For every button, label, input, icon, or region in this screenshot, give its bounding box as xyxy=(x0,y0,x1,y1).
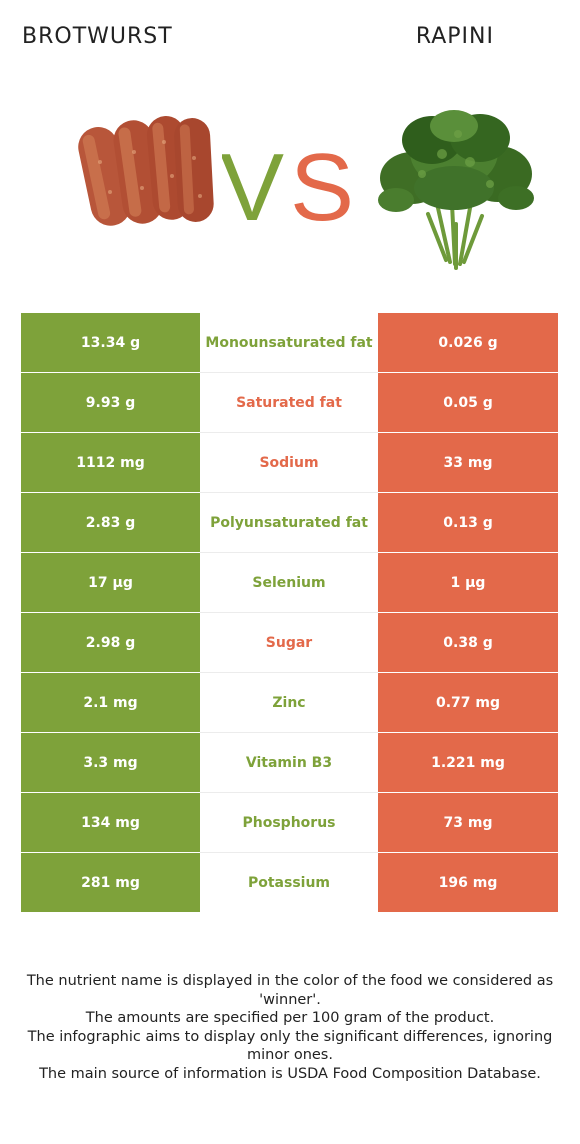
nutrient-row: 281 mg Potassium 196 mg xyxy=(21,852,558,912)
nutrient-name: Polyunsaturated fat xyxy=(200,492,378,553)
rapini-value: 0.026 g xyxy=(378,313,558,373)
rapini-value: 0.77 mg xyxy=(378,672,558,733)
nutrient-row: 17 µg Selenium 1 µg xyxy=(21,552,558,613)
brotwurst-value: 17 µg xyxy=(21,552,200,613)
nutrient-name: Zinc xyxy=(200,672,378,733)
footnote-line: The nutrient name is displayed in the co… xyxy=(26,973,554,1008)
footnote-line: The amounts are specified per 100 gram o… xyxy=(85,1010,495,1026)
rapini-value: 1.221 mg xyxy=(378,732,558,793)
nutrient-row: 2.98 g Sugar 0.38 g xyxy=(21,612,558,673)
rapini-value: 0.13 g xyxy=(378,492,558,553)
footnote: The nutrient name is displayed in the co… xyxy=(16,972,564,1083)
rapini-value: 33 mg xyxy=(378,432,558,493)
nutrient-name: Phosphorus xyxy=(200,792,378,853)
nutrient-name: Monounsaturated fat xyxy=(200,313,378,373)
nutrient-name: Sodium xyxy=(200,432,378,493)
sausage-4 xyxy=(174,118,214,222)
rapini-stems xyxy=(426,202,484,270)
nutrient-row: 2.83 g Polyunsaturated fat 0.13 g xyxy=(21,492,558,553)
rapini-value: 196 mg xyxy=(378,852,558,912)
rapini-value: 0.38 g xyxy=(378,612,558,673)
vs-letter-s: S xyxy=(290,134,350,234)
nutrient-row: 9.93 g Saturated fat 0.05 g xyxy=(21,372,558,433)
footnote-line: The main source of information is USDA F… xyxy=(39,1065,541,1082)
brotwurst-value: 3.3 mg xyxy=(21,732,200,793)
nutrient-row: 3.3 mg Vitamin B3 1.221 mg xyxy=(21,732,558,793)
nutrient-name: Potassium xyxy=(200,852,378,912)
left-food-title: BROTWURST xyxy=(22,24,173,49)
rapini-leaves xyxy=(378,110,534,212)
footnote-line: The infographic aims to display only the… xyxy=(27,1028,553,1064)
vs-letter-v: V xyxy=(222,134,284,234)
brotwurst-value: 2.1 mg xyxy=(21,672,200,733)
rapini-value: 1 µg xyxy=(378,552,558,613)
nutrient-name: Vitamin B3 xyxy=(200,732,378,793)
brotwurst-value: 2.83 g xyxy=(21,492,200,553)
brotwurst-image xyxy=(78,116,214,226)
right-food-title: RAPINI xyxy=(415,24,494,49)
rapini-value: 0.05 g xyxy=(378,372,558,433)
brotwurst-value: 1112 mg xyxy=(21,432,200,493)
brotwurst-value: 281 mg xyxy=(21,852,200,912)
nutrient-name: Saturated fat xyxy=(200,372,378,433)
rapini-value: 73 mg xyxy=(378,792,558,853)
nutrient-name: Selenium xyxy=(200,552,378,613)
brotwurst-value: 2.98 g xyxy=(21,612,200,673)
rapini-image xyxy=(378,110,534,270)
nutrient-row: 2.1 mg Zinc 0.77 mg xyxy=(21,672,558,733)
brotwurst-value: 13.34 g xyxy=(21,313,200,373)
nutrient-row: 13.34 g Monounsaturated fat 0.026 g xyxy=(21,313,558,373)
vs-label: V S xyxy=(222,134,350,234)
brotwurst-value: 134 mg xyxy=(21,792,200,853)
nutrient-row: 1112 mg Sodium 33 mg xyxy=(21,432,558,493)
nutrient-row: 134 mg Phosphorus 73 mg xyxy=(21,792,558,853)
nutrient-name: Sugar xyxy=(200,612,378,673)
brotwurst-value: 9.93 g xyxy=(21,372,200,433)
